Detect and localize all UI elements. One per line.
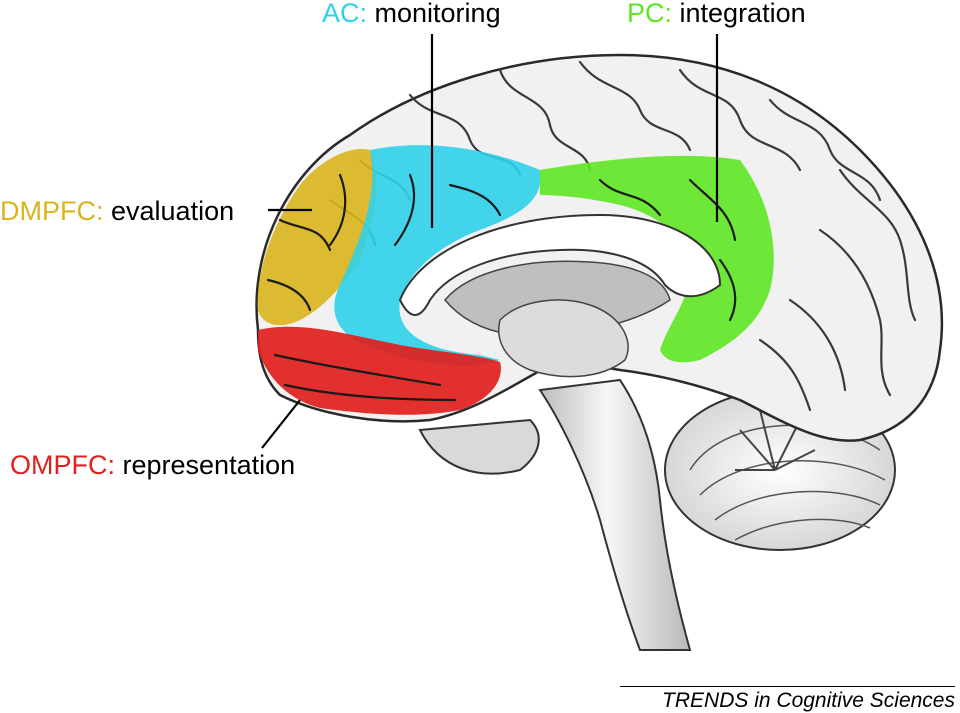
brainstem xyxy=(538,378,692,651)
label-ac-text: monitoring xyxy=(367,0,501,28)
region-detail-lines xyxy=(266,173,737,402)
region-pc xyxy=(540,155,774,363)
label-ompfc-abbr: OMPFC: xyxy=(10,450,115,480)
pointer-ompfc xyxy=(261,399,301,449)
label-dmpfc-text: evaluation xyxy=(103,196,235,226)
region-dmpfc xyxy=(257,149,377,326)
corpus-callosum xyxy=(398,213,722,316)
label-ompfc-text: representation xyxy=(115,450,296,480)
label-pc-text: integration xyxy=(672,0,806,28)
region-ompfc xyxy=(258,326,501,415)
label-ompfc: OMPFC: representation xyxy=(10,450,295,480)
thalamus xyxy=(498,299,629,378)
temporal-lobe xyxy=(418,418,540,475)
label-dmpfc-abbr: DMPFC: xyxy=(0,196,104,226)
pointer-lines xyxy=(261,34,719,449)
label-pc: PC: integration xyxy=(627,0,806,28)
label-dmpfc: DMPFC: evaluation xyxy=(0,196,234,226)
label-pc-abbr: PC: xyxy=(627,0,673,28)
label-ac-abbr: AC: xyxy=(322,0,368,28)
credit-line: TRENDS in Cognitive Sciences xyxy=(620,686,955,713)
label-ac: AC: monitoring xyxy=(322,0,501,28)
